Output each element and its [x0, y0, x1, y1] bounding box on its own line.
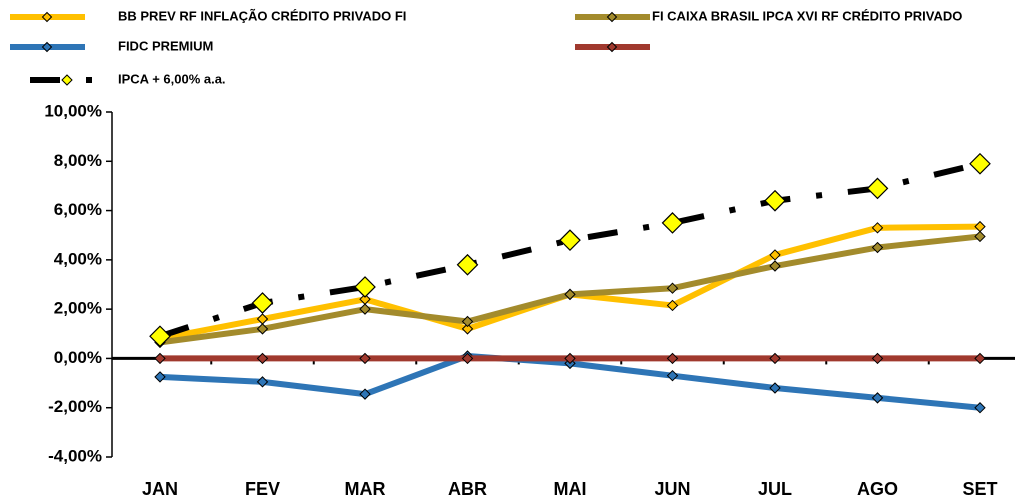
legend-label: BB PREV RF INFLAÇÃO CRÉDITO PRIVADO FI: [118, 8, 406, 23]
data-point: [974, 402, 986, 414]
legend-marker: [606, 41, 618, 53]
y-tick-label: 0,00%: [54, 348, 102, 367]
legend-label: FI CAIXA BRASIL IPCA XVI RF CRÉDITO PRIV…: [652, 8, 962, 23]
data-point: [456, 253, 479, 276]
data-point: [661, 212, 684, 234]
data-point: [149, 325, 171, 348]
x-tick-label: FEV: [245, 479, 280, 499]
x-tick-label: SET: [962, 479, 997, 499]
legend-label: FIDC PREMIUM: [118, 38, 213, 53]
data-point: [871, 241, 884, 254]
x-tick-label: JUL: [758, 479, 792, 499]
x-tick-label: ABR: [448, 479, 487, 499]
legend-marker: [41, 11, 53, 23]
x-tick-label: JUN: [654, 479, 690, 499]
x-tick-label: JAN: [142, 479, 178, 499]
data-point: [769, 352, 781, 365]
data-point: [974, 352, 986, 365]
y-tick-label: 8,00%: [54, 151, 102, 170]
x-tick-label: AGO: [857, 479, 898, 499]
data-point: [359, 352, 371, 365]
data-point: [461, 323, 474, 335]
y-tick-label: 2,00%: [54, 299, 102, 318]
data-point: [461, 352, 474, 365]
x-tick-label: MAR: [345, 479, 386, 499]
data-point: [866, 177, 889, 200]
data-point: [871, 222, 884, 234]
data-point: [154, 371, 166, 383]
y-tick-label: 10,00%: [44, 101, 102, 120]
y-tick-label: -2,00%: [48, 397, 102, 416]
y-tick-label: -4,00%: [48, 446, 102, 465]
data-point: [666, 282, 679, 294]
data-point: [666, 369, 679, 382]
data-point: [666, 352, 679, 365]
data-point: [559, 229, 581, 251]
legend-marker: [61, 74, 73, 86]
data-point: [871, 392, 884, 404]
data-point: [764, 189, 786, 212]
data-point: [564, 352, 576, 365]
data-point: [871, 352, 884, 365]
legend-label: IPCA + 6,00% a.a.: [118, 71, 226, 86]
data-point: [974, 230, 986, 243]
data-point: [769, 382, 781, 394]
data-point: [359, 303, 371, 315]
x-tick-label: MAI: [554, 479, 587, 499]
legend-marker: [606, 11, 618, 23]
y-tick-label: 6,00%: [54, 200, 102, 219]
data-point: [154, 352, 166, 365]
data-point: [359, 388, 371, 400]
data-point: [256, 352, 269, 365]
data-point: [666, 299, 679, 312]
data-point: [974, 220, 986, 233]
data-point: [354, 276, 376, 298]
legend-marker: [41, 41, 53, 53]
data-point: [564, 288, 576, 301]
data-point: [251, 292, 274, 314]
data-point: [969, 152, 991, 175]
data-point: [256, 376, 269, 388]
data-point: [769, 260, 781, 272]
data-point: [769, 249, 781, 261]
data-point: [256, 323, 269, 335]
y-tick-label: 4,00%: [54, 249, 102, 268]
data-point: [461, 315, 474, 328]
